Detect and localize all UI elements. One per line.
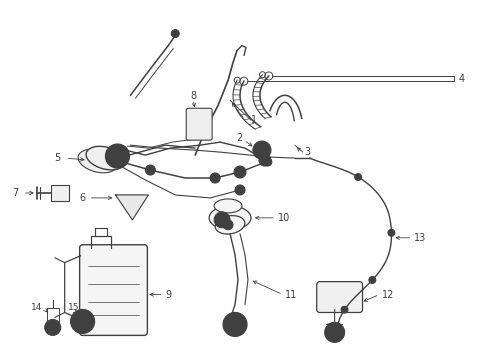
Ellipse shape	[86, 146, 125, 170]
Circle shape	[264, 158, 271, 166]
Text: 11: 11	[285, 289, 297, 300]
Text: 1: 1	[250, 115, 257, 125]
Circle shape	[387, 229, 394, 236]
Ellipse shape	[209, 206, 250, 230]
Circle shape	[111, 150, 123, 162]
Circle shape	[80, 319, 85, 324]
Text: 4: 4	[457, 73, 463, 84]
Ellipse shape	[214, 199, 242, 213]
Circle shape	[354, 174, 361, 180]
FancyBboxPatch shape	[80, 245, 147, 336]
Text: 3: 3	[304, 147, 310, 157]
Circle shape	[329, 328, 339, 337]
Circle shape	[214, 212, 229, 228]
Circle shape	[235, 185, 244, 195]
Circle shape	[259, 154, 270, 166]
Text: 14: 14	[31, 303, 42, 312]
Circle shape	[252, 141, 270, 159]
Text: 6: 6	[80, 193, 85, 203]
Ellipse shape	[215, 216, 244, 234]
Text: 10: 10	[277, 213, 289, 223]
Text: 9: 9	[165, 289, 171, 300]
Circle shape	[71, 310, 94, 333]
Circle shape	[210, 173, 220, 183]
Circle shape	[45, 319, 61, 336]
Ellipse shape	[78, 149, 117, 173]
Circle shape	[145, 165, 155, 175]
Circle shape	[256, 145, 266, 155]
Text: 7: 7	[13, 188, 19, 198]
Text: 8: 8	[190, 91, 196, 101]
Text: 5: 5	[54, 153, 61, 163]
Circle shape	[76, 315, 89, 328]
Circle shape	[324, 323, 344, 342]
Text: 2: 2	[235, 133, 242, 143]
Circle shape	[105, 144, 129, 168]
Text: 12: 12	[381, 289, 393, 300]
FancyBboxPatch shape	[51, 185, 68, 201]
Circle shape	[223, 220, 233, 230]
Circle shape	[49, 323, 57, 332]
Circle shape	[223, 312, 246, 336]
Text: 15: 15	[68, 303, 79, 312]
FancyBboxPatch shape	[316, 282, 362, 312]
Circle shape	[171, 30, 179, 37]
Circle shape	[368, 276, 375, 283]
Polygon shape	[115, 195, 148, 220]
Circle shape	[228, 319, 241, 330]
FancyBboxPatch shape	[186, 108, 212, 140]
Circle shape	[234, 166, 245, 178]
Text: 13: 13	[413, 233, 426, 243]
Circle shape	[340, 306, 347, 313]
